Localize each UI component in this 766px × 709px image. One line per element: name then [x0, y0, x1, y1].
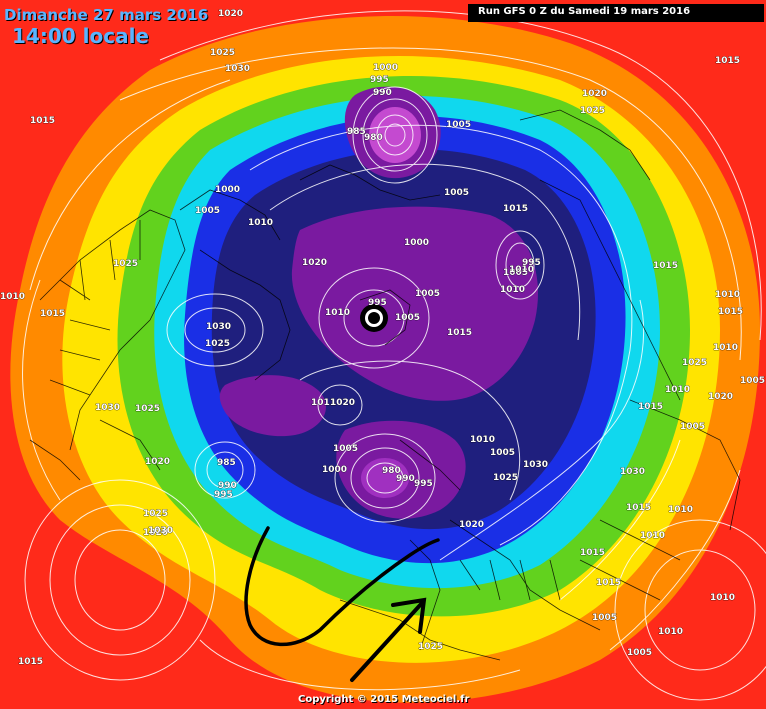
isobar-label: 1010 [658, 627, 683, 637]
isobar-label: 1005 [444, 188, 469, 198]
isobar-label: 1020 [145, 457, 170, 467]
isobar-label: 985 [217, 458, 236, 468]
isobar-label: 1015 [580, 548, 605, 558]
band-purple-canada [219, 375, 326, 437]
isobar-label: 1020 [708, 392, 733, 402]
isobar-label: 1015 [18, 657, 43, 667]
isobar-label: 1005 [503, 268, 528, 278]
isobar-label: 1015 [447, 328, 472, 338]
isobar-label: 1015 [718, 307, 743, 317]
isobar-label: 1025 [418, 642, 443, 652]
isobar-labels: 1020 1025 1030 1015 1015 1025 1020 1000 … [0, 9, 765, 668]
isobar-label: 1020 [143, 528, 168, 538]
isobar-label: 1030 [148, 526, 173, 536]
isobar-label: 990 [373, 88, 392, 98]
isobar-label: 1005 [446, 120, 471, 130]
isobar-label: 1005 [627, 648, 652, 658]
isobar-label: 1005 [333, 444, 358, 454]
isobar-label: 1010 [470, 435, 495, 445]
isobar-label: 1010 [713, 343, 738, 353]
isobar-label: 1025 [143, 509, 168, 519]
isobar-label: 1010 [715, 290, 740, 300]
isobar-label: 1010 [509, 265, 534, 275]
isobar-label: 1005 [490, 448, 515, 458]
isobar-label: 1025 [493, 473, 518, 483]
isobar-label: 1020 [218, 9, 243, 19]
run-info-label: Run GFS 0 Z du Samedi 19 mars 2016 [478, 6, 691, 17]
isobar-label: 995 [522, 258, 541, 268]
isobar-label: 1030 [225, 64, 250, 74]
isobar-lines [22, 10, 766, 701]
isobar-label: 995 [414, 479, 433, 489]
isobar-label: 980 [382, 466, 401, 476]
isobar-label: 995 [370, 75, 389, 85]
isobar-label: 1010 [640, 531, 665, 541]
isobar-label: 980 [364, 133, 383, 143]
isobar-label: 1030 [95, 403, 120, 413]
band-pink-europe [361, 458, 409, 498]
isobar-label: 1025 [205, 339, 230, 349]
isobar-label: 1020 [330, 398, 355, 408]
isobar-label: 1005 [415, 289, 440, 299]
isobar-label: 1025 [210, 48, 235, 58]
isobar-label: 1015 [30, 116, 55, 126]
copyright-notice: Copyright © 2015 Meteociel.fr [298, 694, 470, 705]
isobar-label: 1020 [582, 89, 607, 99]
annotation-arrow [350, 597, 427, 682]
band-purple-north [291, 206, 538, 401]
isobar-label: 1005 [740, 376, 765, 386]
isobar-label: 990 [218, 481, 237, 491]
isobar-label: 985 [347, 127, 366, 137]
isobar-label: 1000 [322, 465, 347, 475]
isobar-label: 1005 [195, 206, 220, 216]
isobar-label: 1020 [459, 520, 484, 530]
isobar-label: 1005 [395, 313, 420, 323]
isobar-label: 1005 [592, 613, 617, 623]
isobar-label: 1010 [668, 505, 693, 515]
isobar-label: 1011 [311, 398, 336, 408]
isobar-label: 1010 [248, 218, 273, 228]
isobar-label: 1010 [325, 308, 350, 318]
isobar-label: 995 [214, 490, 233, 500]
isobar-label: 995 [368, 298, 387, 308]
isobar-label: 1015 [638, 402, 663, 412]
isobar-label: 990 [396, 474, 415, 484]
annotation-curve [244, 526, 440, 647]
forecast-date: Dimanche 27 mars 2016 [4, 6, 209, 24]
isobar-label: 1000 [373, 63, 398, 73]
isobar-label: 1030 [206, 322, 231, 332]
isobar-label: 1025 [135, 404, 160, 414]
isobar-label: 1020 [302, 258, 327, 268]
isobar-label: 1010 [0, 292, 25, 302]
isobar-label: 1025 [682, 358, 707, 368]
isobar-label: 1015 [653, 261, 678, 271]
isobar-label: 1015 [596, 578, 621, 588]
isobar-label: 1030 [523, 460, 548, 470]
isobar-label: 1005 [680, 422, 705, 432]
isobar-label: 1015 [503, 204, 528, 214]
run-info-box [468, 4, 764, 22]
isobar-label: 1000 [404, 238, 429, 248]
isobar-label: 1015 [715, 56, 740, 66]
isobar-label: 1015 [626, 503, 651, 513]
coastlines [29, 109, 741, 661]
isobar-label: 1010 [710, 593, 735, 603]
isobar-label: 1010 [665, 385, 690, 395]
forecast-time: 14:00 locale [12, 24, 149, 48]
isobar-label: 1000 [215, 185, 240, 195]
isobar-label: 1010 [500, 285, 525, 295]
isobar-label: 1030 [620, 467, 645, 477]
isobar-label: 1025 [113, 259, 138, 269]
low-center-pole-dot [368, 312, 380, 324]
isobar-label: 1015 [40, 309, 65, 319]
isobar-label: 1025 [580, 106, 605, 116]
